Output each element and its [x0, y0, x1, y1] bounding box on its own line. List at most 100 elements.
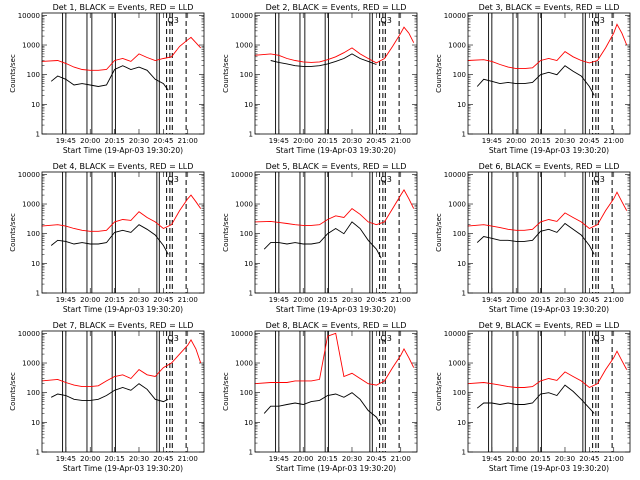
- x-axis-label: Start Time (19-Apr-03 19:30:20): [276, 305, 396, 314]
- marker-label: Q3: [380, 175, 391, 184]
- x-tick-label: 20:30: [342, 455, 362, 463]
- x-tick-label: 20:45: [579, 455, 599, 463]
- detector-panel-9: Det 9, BLACK = Events, RED = LLD Counts/s…: [435, 321, 631, 473]
- lld-series-line: [41, 339, 202, 388]
- x-tick-label: 21:00: [604, 137, 624, 145]
- x-tick-label: 20:15: [318, 137, 338, 145]
- y-tick-label: 10000: [231, 171, 253, 179]
- events-series-line: [263, 392, 382, 426]
- x-axis-label: Start Time (19-Apr-03 19:30:20): [276, 146, 396, 155]
- y-tick-label: 1: [249, 290, 253, 298]
- x-tick-label: 21:00: [391, 137, 411, 145]
- lld-series-line: [254, 26, 415, 64]
- y-tick-label: 10000: [18, 171, 40, 179]
- x-tick-label: 20:00: [293, 296, 313, 304]
- plot-frame: [467, 171, 631, 294]
- y-tick-label: 1: [36, 449, 40, 457]
- y-axis-label: Counts/sec: [9, 54, 17, 93]
- x-tick-label: 20:00: [506, 296, 526, 304]
- x-axis-label: Start Time (19-Apr-03 19:30:20): [63, 305, 183, 314]
- detector-panel-6: Det 6, BLACK = Events, RED = LLD Counts/s…: [435, 162, 631, 314]
- x-tick-label: 20:15: [318, 455, 338, 463]
- marker-label: Q3: [380, 16, 391, 25]
- x-tick-label: 20:45: [366, 296, 386, 304]
- x-tick-label: 19:45: [482, 296, 502, 304]
- x-tick-label: 19:45: [269, 455, 289, 463]
- x-tick-label: 20:30: [129, 455, 149, 463]
- x-tick-label: 20:15: [531, 137, 551, 145]
- x-tick-label: 20:30: [342, 137, 362, 145]
- y-tick-label: 1: [36, 131, 40, 139]
- y-tick-label: 1000: [235, 42, 253, 50]
- y-axis-label: Counts/sec: [222, 54, 230, 93]
- x-tick-label: 20:30: [342, 296, 362, 304]
- y-tick-label: 1000: [22, 201, 40, 209]
- x-tick-label: 19:45: [56, 296, 76, 304]
- y-tick-label: 10000: [18, 12, 40, 20]
- y-axis-label: Counts/sec: [9, 213, 17, 252]
- marker-label: Q3: [593, 16, 604, 25]
- x-tick-label: 20:45: [579, 137, 599, 145]
- y-axis-label: Counts/sec: [222, 213, 230, 252]
- x-tick-label: 20:30: [555, 296, 575, 304]
- x-tick-label: 21:00: [604, 455, 624, 463]
- x-tick-label: 20:00: [293, 137, 313, 145]
- y-axis-label: Counts/sec: [222, 372, 230, 411]
- y-tick-label: 10: [31, 419, 40, 427]
- y-tick-label: 100: [27, 230, 40, 238]
- y-tick-label: 100: [453, 71, 466, 79]
- y-tick-label: 10: [244, 419, 253, 427]
- y-tick-label: 10: [244, 101, 253, 109]
- x-tick-label: 20:15: [105, 296, 125, 304]
- x-tick-label: 20:30: [555, 455, 575, 463]
- marker-label: Q3: [167, 334, 178, 343]
- detector-panel-1: Det 1, BLACK = Events, RED = LLD Counts/s…: [9, 3, 205, 155]
- x-axis-label: Start Time (19-Apr-03 19:30:20): [489, 464, 609, 473]
- y-tick-label: 10000: [18, 330, 40, 338]
- marker-label: Q3: [593, 334, 604, 343]
- events-series-line: [476, 384, 595, 414]
- y-tick-label: 100: [240, 230, 253, 238]
- y-tick-label: 1000: [448, 360, 466, 368]
- y-tick-label: 1000: [22, 360, 40, 368]
- lld-series-line: [254, 332, 415, 386]
- lld-series-line: [467, 350, 628, 389]
- detector-panel-3: Det 3, BLACK = Events, RED = LLD Counts/s…: [435, 3, 631, 155]
- panel-title: Det 5, BLACK = Events, RED = LLD: [266, 162, 407, 171]
- y-tick-label: 10: [31, 101, 40, 109]
- marker-label: Q3: [167, 16, 178, 25]
- panel-title: Det 3, BLACK = Events, RED = LLD: [479, 3, 620, 12]
- y-tick-label: 1000: [448, 42, 466, 50]
- x-tick-label: 19:45: [56, 137, 76, 145]
- plot-frame: [41, 171, 205, 294]
- x-tick-label: 21:00: [604, 296, 624, 304]
- y-axis-label: Counts/sec: [435, 213, 443, 252]
- y-tick-label: 1: [36, 290, 40, 298]
- panel-title: Det 6, BLACK = Events, RED = LLD: [479, 162, 620, 171]
- x-tick-label: 20:45: [366, 455, 386, 463]
- x-tick-label: 19:45: [56, 455, 76, 463]
- plot-frame: [254, 330, 418, 453]
- y-tick-label: 100: [27, 389, 40, 397]
- x-tick-label: 20:45: [153, 296, 173, 304]
- y-tick-label: 100: [240, 389, 253, 397]
- y-tick-label: 10000: [231, 330, 253, 338]
- x-tick-label: 21:00: [178, 137, 198, 145]
- plot-frame: [254, 12, 418, 135]
- detector-panel-2: Det 2, BLACK = Events, RED = LLD Counts/s…: [222, 3, 418, 155]
- plot-frame: [467, 330, 631, 453]
- x-tick-label: 20:30: [555, 137, 575, 145]
- events-series-line: [50, 383, 169, 403]
- x-axis-label: Start Time (19-Apr-03 19:30:20): [489, 305, 609, 314]
- lld-series-line: [41, 194, 202, 232]
- x-tick-label: 19:45: [482, 455, 502, 463]
- y-tick-label: 10: [244, 260, 253, 268]
- detector-panel-7: Det 7, BLACK = Events, RED = LLD Counts/s…: [9, 321, 205, 473]
- y-axis-label: Counts/sec: [435, 54, 443, 93]
- plot-frame: [41, 12, 205, 135]
- detector-panel-4: Det 4, BLACK = Events, RED = LLD Counts/s…: [9, 162, 205, 314]
- x-axis-label: Start Time (19-Apr-03 19:30:20): [489, 146, 609, 155]
- x-tick-label: 20:45: [153, 137, 173, 145]
- y-tick-label: 10000: [231, 12, 253, 20]
- panel-title: Det 1, BLACK = Events, RED = LLD: [53, 3, 194, 12]
